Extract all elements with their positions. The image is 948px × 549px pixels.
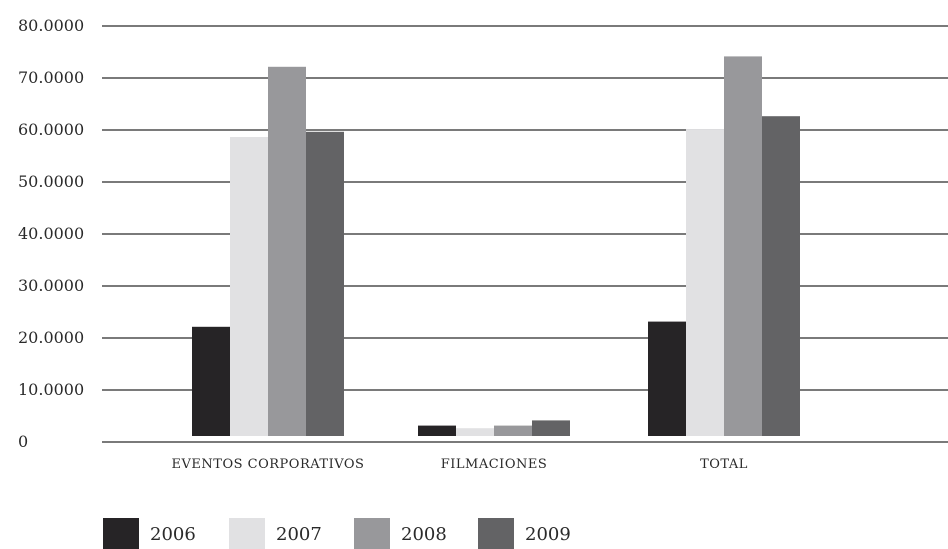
legend-label-2007: 2007: [276, 524, 322, 545]
x-category-label: EVENTOS CORPORATIVOS: [172, 457, 365, 472]
y-tick-label: 40.0000: [18, 224, 84, 243]
legend-label-2008: 2008: [401, 524, 447, 545]
y-tick-label: 80.0000: [18, 16, 84, 35]
bars: [192, 56, 800, 437]
x-category-label: TOTAL: [700, 457, 748, 472]
y-tick-label: 0: [18, 432, 28, 451]
legend-swatch-2008: [354, 518, 390, 549]
y-tick-label: 60.0000: [18, 120, 84, 139]
bar-2009-0: [306, 131, 344, 437]
legend-swatch-2007: [229, 518, 265, 549]
y-axis-ticks: 0 10.0000 20.0000 30.0000 40.0000 50.0000 60.0…: [18, 16, 84, 451]
bar-2008-1: [494, 425, 532, 436]
legend-label-2006: 2006: [150, 524, 196, 545]
bar-2008-0: [268, 66, 306, 437]
y-tick-label: 10.0000: [18, 380, 84, 399]
y-tick-label: 20.0000: [18, 328, 84, 347]
bar-2009-2: [762, 116, 800, 436]
legend-swatch-2006: [103, 518, 139, 549]
y-tick-label: 30.0000: [18, 276, 84, 295]
bar-2007-1: [456, 428, 494, 436]
bar-2006-1: [418, 425, 456, 436]
x-category-label: FILMACIONES: [441, 457, 548, 472]
bar-2006-2: [648, 321, 686, 436]
legend-swatch-2009: [478, 518, 514, 549]
legend: 2006 2007 2008 2009: [103, 518, 571, 549]
y-tick-label: 70.0000: [18, 68, 84, 87]
x-axis-categories: EVENTOS CORPORATIVOS FILMACIONES TOTAL: [172, 457, 748, 472]
bar-2008-2: [724, 56, 762, 437]
bar-2007-2: [686, 129, 724, 436]
bar-2006-0: [192, 326, 230, 436]
bar-2007-0: [230, 137, 268, 436]
y-tick-label: 50.0000: [18, 172, 84, 191]
legend-label-2009: 2009: [525, 524, 571, 545]
bar-2009-1: [532, 420, 570, 436]
